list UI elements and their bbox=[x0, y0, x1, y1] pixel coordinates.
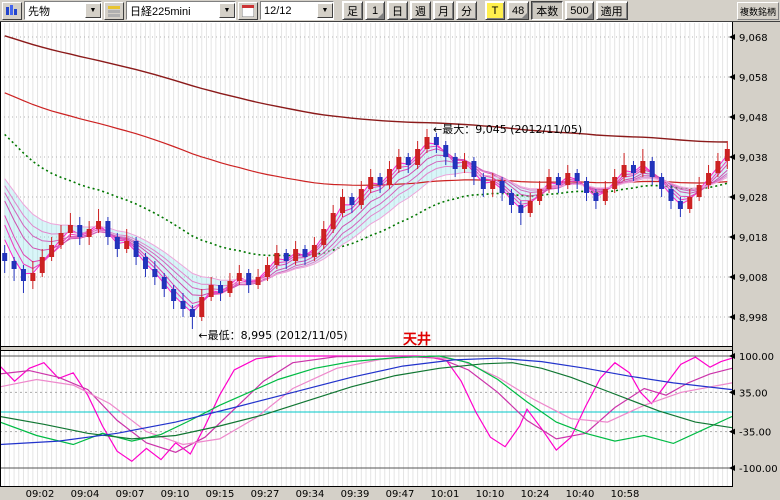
multi-symbol-button[interactable]: 複数銘柄 bbox=[736, 2, 779, 20]
symbol-select-value: 日経225mini bbox=[130, 5, 191, 18]
ceiling-signal-label: 天井 bbox=[403, 331, 431, 348]
svg-text:09:27: 09:27 bbox=[251, 489, 280, 500]
svg-text:9,008: 9,008 bbox=[739, 273, 768, 284]
oscillator-line-rci-long-slow bbox=[0, 362, 733, 440]
panel-borders bbox=[0, 22, 733, 487]
toolbar: 先物 ▼ 日経225mini ▼ 12/12 ▼ 足 1 日 週 月 分 T 4… bbox=[0, 0, 780, 22]
svg-text:35.00: 35.00 bbox=[739, 388, 768, 399]
svg-text:09:39: 09:39 bbox=[341, 489, 370, 500]
svg-text:-100.00: -100.00 bbox=[739, 464, 778, 475]
svg-text:10:10: 10:10 bbox=[476, 489, 505, 500]
symbol-list-icon[interactable] bbox=[104, 1, 124, 20]
oscillator-line-rci-mid bbox=[0, 355, 733, 453]
oscillator-panel bbox=[0, 355, 733, 469]
svg-text:9,068: 9,068 bbox=[739, 33, 768, 44]
oscillator-line-rci-mid2 bbox=[0, 355, 733, 446]
svg-text:-35.00: -35.00 bbox=[739, 428, 771, 439]
min-annotation: ←最低：8,995 (2012/11/05) bbox=[198, 329, 347, 342]
svg-text:09:15: 09:15 bbox=[206, 489, 235, 500]
contract-month-select[interactable]: 12/12 ▼ bbox=[260, 1, 334, 20]
svg-text:9,058: 9,058 bbox=[739, 73, 768, 84]
bars-48-button[interactable]: 48 bbox=[507, 1, 530, 20]
plot-background bbox=[0, 22, 780, 500]
time-axis-strip bbox=[0, 487, 733, 500]
svg-text:9,018: 9,018 bbox=[739, 233, 768, 244]
instrument-icon[interactable] bbox=[2, 1, 22, 20]
chart-canvas[interactable]: ←最大：9,045 (2012/11/05) ←最低：8,995 (2012/11… bbox=[0, 22, 780, 500]
bar-type-button[interactable]: 足 bbox=[342, 1, 363, 20]
svg-text:10:40: 10:40 bbox=[566, 489, 595, 500]
blue-chart-icon bbox=[6, 4, 17, 15]
svg-text:9,038: 9,038 bbox=[739, 153, 768, 164]
svg-text:8,998: 8,998 bbox=[739, 313, 768, 324]
svg-text:10:01: 10:01 bbox=[431, 489, 460, 500]
chevron-down-icon[interactable]: ▼ bbox=[219, 3, 235, 18]
svg-text:09:34: 09:34 bbox=[296, 489, 325, 500]
interval-week-button[interactable]: 週 bbox=[410, 1, 431, 20]
bar-count-button[interactable]: 本数 bbox=[531, 1, 564, 20]
chevron-down-icon[interactable]: ▼ bbox=[85, 3, 101, 18]
svg-text:09:02: 09:02 bbox=[26, 489, 55, 500]
calendar-icon bbox=[242, 4, 254, 17]
list-icon bbox=[108, 5, 120, 17]
time-axis[interactable]: 09:02 09:04 09:07 09:10 09:15 09:27 09:34 09:39… bbox=[26, 489, 640, 500]
candlesticks bbox=[2, 129, 730, 329]
bars-500-button[interactable]: 500 bbox=[565, 1, 594, 20]
panel-gap bbox=[0, 346, 733, 351]
svg-text:09:47: 09:47 bbox=[386, 489, 415, 500]
category-select[interactable]: 先物 ▼ bbox=[24, 1, 102, 20]
price-axis[interactable]: 9,068 9,058 9,048 9,038 9,028 9,018 9,008 8,998… bbox=[729, 33, 778, 475]
svg-text:10:58: 10:58 bbox=[611, 489, 640, 500]
oscillator-line-rci-long-fast bbox=[0, 355, 733, 446]
price-axis-strip bbox=[733, 22, 780, 500]
chevron-down-icon[interactable]: ▼ bbox=[317, 3, 333, 18]
svg-text:09:10: 09:10 bbox=[161, 489, 190, 500]
svg-text:09:04: 09:04 bbox=[71, 489, 100, 500]
category-select-value: 先物 bbox=[28, 5, 50, 18]
svg-text:100.00: 100.00 bbox=[739, 352, 774, 363]
tick-button[interactable]: T bbox=[485, 1, 505, 20]
interval-month-button[interactable]: 月 bbox=[433, 1, 454, 20]
interval-day-button[interactable]: 日 bbox=[387, 1, 408, 20]
apply-button[interactable]: 適用 bbox=[595, 1, 628, 20]
contract-month-icon[interactable] bbox=[238, 1, 258, 20]
svg-text:9,048: 9,048 bbox=[739, 113, 768, 124]
svg-text:09:07: 09:07 bbox=[116, 489, 145, 500]
svg-text:10:24: 10:24 bbox=[521, 489, 550, 500]
symbol-select[interactable]: 日経225mini ▼ bbox=[126, 1, 236, 20]
contract-month-value: 12/12 bbox=[264, 4, 292, 17]
svg-text:9,028: 9,028 bbox=[739, 193, 768, 204]
interval-1-button[interactable]: 1 bbox=[365, 1, 385, 20]
oscillator-line-rci-longest bbox=[0, 357, 733, 446]
interval-minute-button[interactable]: 分 bbox=[456, 1, 477, 20]
max-annotation: ←最大：9,045 (2012/11/05) bbox=[433, 122, 582, 136]
